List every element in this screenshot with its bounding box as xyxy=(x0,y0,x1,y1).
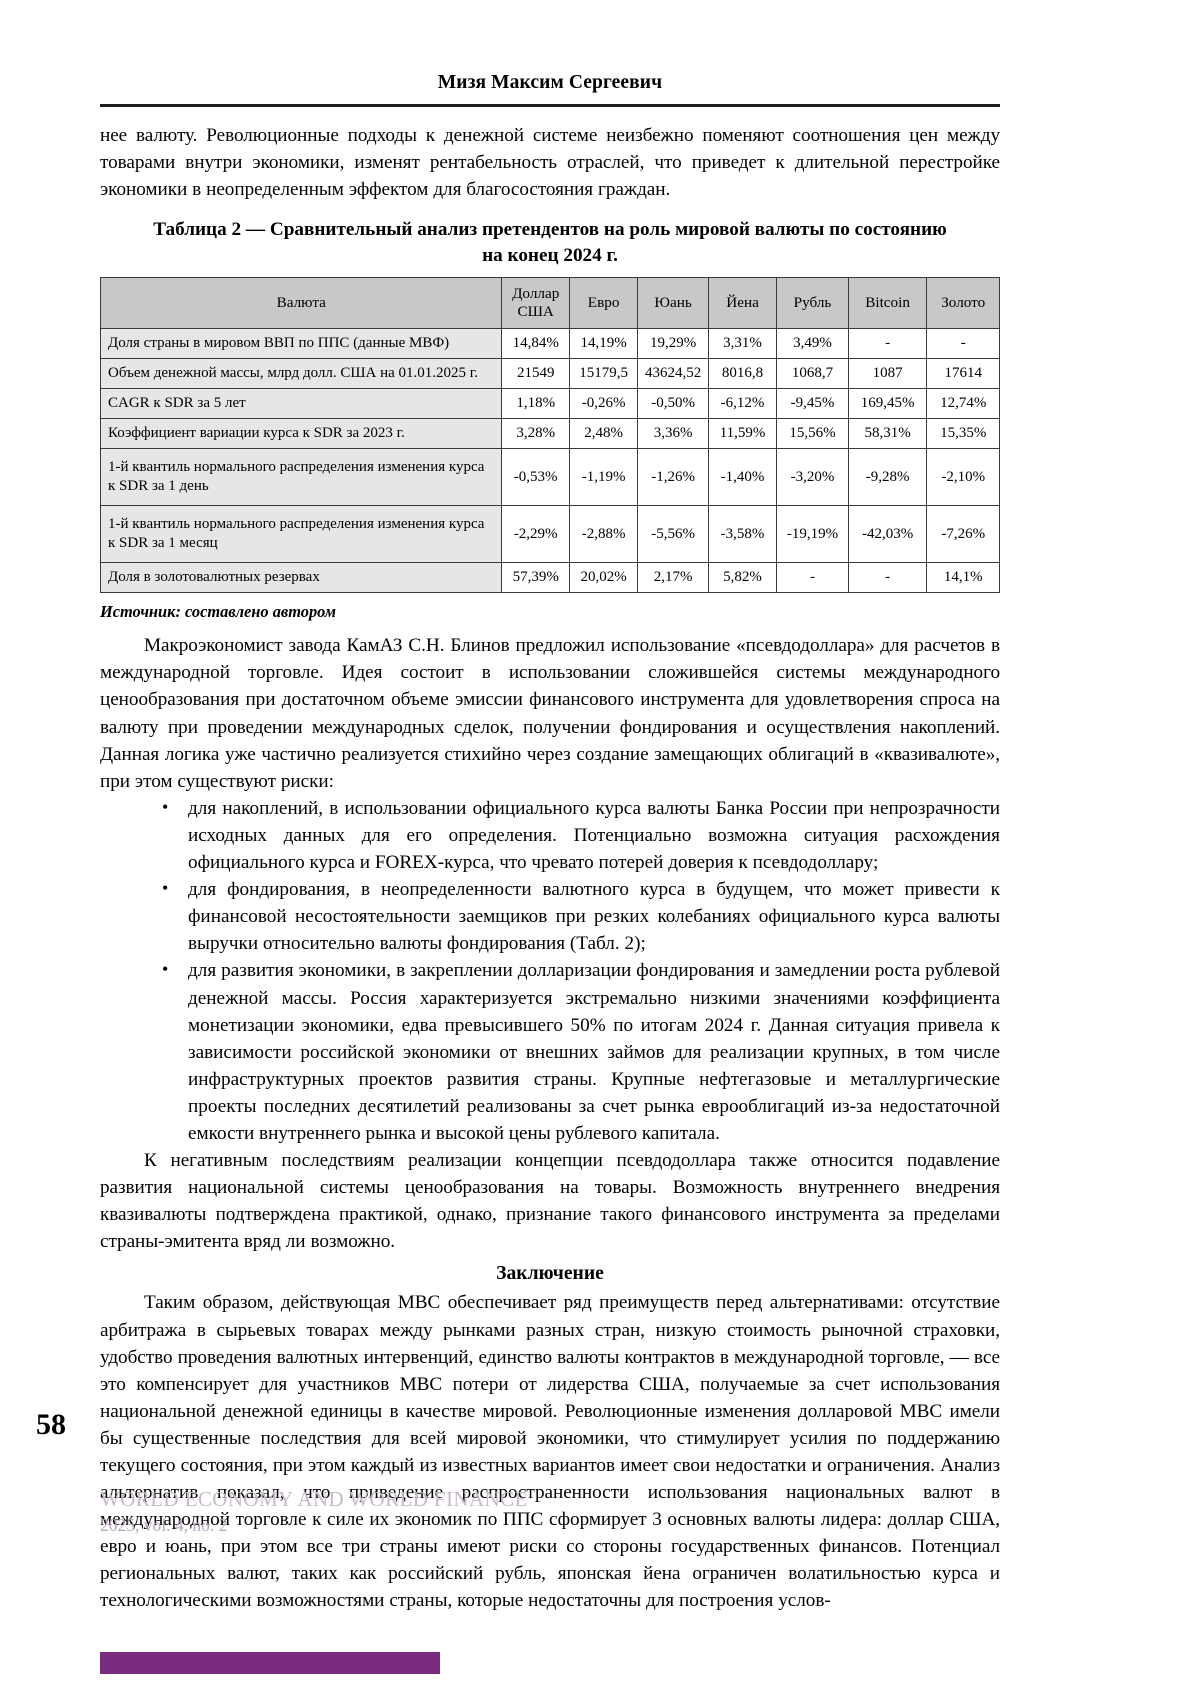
cell-value: -0,26% xyxy=(569,389,637,419)
list-item: • для развития экономики, в закреплении … xyxy=(162,957,1000,1147)
cell-value: 8016,8 xyxy=(708,359,776,389)
footer-accent-bar xyxy=(100,1652,440,1674)
cell-value: -7,26% xyxy=(927,506,1000,563)
table-caption: Таблица 2 — Сравнительный анализ претенд… xyxy=(100,217,1000,268)
row-label: 1-й квантиль нормального распределения и… xyxy=(101,449,502,506)
row-label: 1-й квантиль нормального распределения и… xyxy=(101,506,502,563)
row-label: CAGR к SDR за 5 лет xyxy=(101,389,502,419)
row-label: Доля в золотовалютных резервах xyxy=(101,563,502,593)
footer-issue-info: 2025, vol. 4, no. 2 xyxy=(100,1515,1000,1536)
cell-value: 43624,52 xyxy=(638,359,708,389)
cell-value: 5,82% xyxy=(708,563,776,593)
paragraph-after-list: К негативным последствиям реализации кон… xyxy=(100,1147,1000,1255)
cell-value: 3,49% xyxy=(777,329,849,359)
cell-value: -19,19% xyxy=(777,506,849,563)
cell-value: 12,74% xyxy=(927,389,1000,419)
paragraph-after-table: Макроэкономист завода КамАЗ С.Н. Блинов … xyxy=(100,632,1000,795)
cell-value: - xyxy=(848,329,927,359)
page-footer: WORLD ECONOMY AND WORLD FINANCE 2025, vo… xyxy=(100,1487,1000,1536)
row-label: Доля страны в мировом ВВП по ППС (данные… xyxy=(101,329,502,359)
cell-value: -6,12% xyxy=(708,389,776,419)
cell-value: - xyxy=(848,563,927,593)
table-row: 1-й квантиль нормального распределения и… xyxy=(101,506,1000,563)
cell-value: 21549 xyxy=(502,359,569,389)
table-row: Объем денежной массы, млрд долл. США на … xyxy=(101,359,1000,389)
cell-value: 11,59% xyxy=(708,419,776,449)
cell-value: 15,56% xyxy=(777,419,849,449)
cell-value: 17614 xyxy=(927,359,1000,389)
cell-value: 15,35% xyxy=(927,419,1000,449)
bullet-icon: • xyxy=(162,794,168,821)
cell-value: 2,17% xyxy=(638,563,708,593)
table-row: 1-й квантиль нормального распределения и… xyxy=(101,449,1000,506)
table-header-usd: Доллар США xyxy=(502,278,569,329)
cell-value: 3,28% xyxy=(502,419,569,449)
cell-value: 15179,5 xyxy=(569,359,637,389)
cell-value: 3,31% xyxy=(708,329,776,359)
cell-value: -9,45% xyxy=(777,389,849,419)
list-item-text: для накоплений, в использовании официаль… xyxy=(188,798,1000,873)
table-source-note: Источник: составлено автором xyxy=(100,602,1000,622)
table-header-row: Валюта Доллар США Евро Юань Йена Рубль B… xyxy=(101,278,1000,329)
row-label: Объем денежной массы, млрд долл. США на … xyxy=(101,359,502,389)
header-rule xyxy=(100,104,1000,107)
table-header-cny: Юань xyxy=(638,278,708,329)
table-row: Доля в золотовалютных резервах 57,39% 20… xyxy=(101,563,1000,593)
cell-value: - xyxy=(777,563,849,593)
cell-value: 58,31% xyxy=(848,419,927,449)
table-row: Коэффициент вариации курса к SDR за 2023… xyxy=(101,419,1000,449)
cell-value: 169,45% xyxy=(848,389,927,419)
cell-value: -0,53% xyxy=(502,449,569,506)
list-item: • для фондирования, в неопределенности в… xyxy=(162,876,1000,957)
section-heading-conclusion: Заключение xyxy=(100,1263,1000,1285)
risk-list: • для накоплений, в использовании официа… xyxy=(100,795,1000,1147)
cell-value: 2,48% xyxy=(569,419,637,449)
list-item-text: для развития экономики, в закреплении до… xyxy=(188,960,1000,1144)
cell-value: 14,1% xyxy=(927,563,1000,593)
table-header-currency: Валюта xyxy=(101,278,502,329)
document-page: Мизя Максим Сергеевич нее валюту. Револю… xyxy=(0,0,1200,1697)
paragraph-top: нее валюту. Революционные подходы к дене… xyxy=(100,122,1000,203)
cell-value: -5,56% xyxy=(638,506,708,563)
table-header-jpy: Йена xyxy=(708,278,776,329)
cell-value: 1087 xyxy=(848,359,927,389)
cell-value: 14,84% xyxy=(502,329,569,359)
cell-value: 14,19% xyxy=(569,329,637,359)
comparison-table: Валюта Доллар США Евро Юань Йена Рубль B… xyxy=(100,277,1000,593)
cell-value: -3,20% xyxy=(777,449,849,506)
cell-value: -42,03% xyxy=(848,506,927,563)
table-row: Доля страны в мировом ВВП по ППС (данные… xyxy=(101,329,1000,359)
cell-value: -2,10% xyxy=(927,449,1000,506)
cell-value: - xyxy=(927,329,1000,359)
cell-value: 19,29% xyxy=(638,329,708,359)
cell-value: -1,19% xyxy=(569,449,637,506)
table-row: CAGR к SDR за 5 лет 1,18% -0,26% -0,50% … xyxy=(101,389,1000,419)
footer-journal-title: WORLD ECONOMY AND WORLD FINANCE xyxy=(100,1487,1000,1512)
bullet-icon: • xyxy=(162,956,168,983)
running-head: Мизя Максим Сергеевич xyxy=(100,72,1000,94)
cell-value: -2,29% xyxy=(502,506,569,563)
list-item: • для накоплений, в использовании официа… xyxy=(162,795,1000,876)
bullet-icon: • xyxy=(162,875,168,902)
cell-value: 1,18% xyxy=(502,389,569,419)
table-header-rub: Рубль xyxy=(777,278,849,329)
cell-value: 1068,7 xyxy=(777,359,849,389)
row-label: Коэффициент вариации курса к SDR за 2023… xyxy=(101,419,502,449)
cell-value: -3,58% xyxy=(708,506,776,563)
cell-value: -9,28% xyxy=(848,449,927,506)
paragraph-conclusion: Таким образом, действующая МВС обеспечив… xyxy=(100,1289,1000,1614)
cell-value: 57,39% xyxy=(502,563,569,593)
cell-value: -2,88% xyxy=(569,506,637,563)
table-header-eur: Евро xyxy=(569,278,637,329)
page-content: нее валюту. Революционные подходы к дене… xyxy=(100,122,1000,1615)
table-header-gold: Золото xyxy=(927,278,1000,329)
table-header-btc: Bitcoin xyxy=(848,278,927,329)
page-number: 58 xyxy=(36,1408,66,1442)
list-item-text: для фондирования, в неопределенности вал… xyxy=(188,879,1000,954)
cell-value: 3,36% xyxy=(638,419,708,449)
cell-value: -1,40% xyxy=(708,449,776,506)
cell-value: 20,02% xyxy=(569,563,637,593)
cell-value: -0,50% xyxy=(638,389,708,419)
cell-value: -1,26% xyxy=(638,449,708,506)
